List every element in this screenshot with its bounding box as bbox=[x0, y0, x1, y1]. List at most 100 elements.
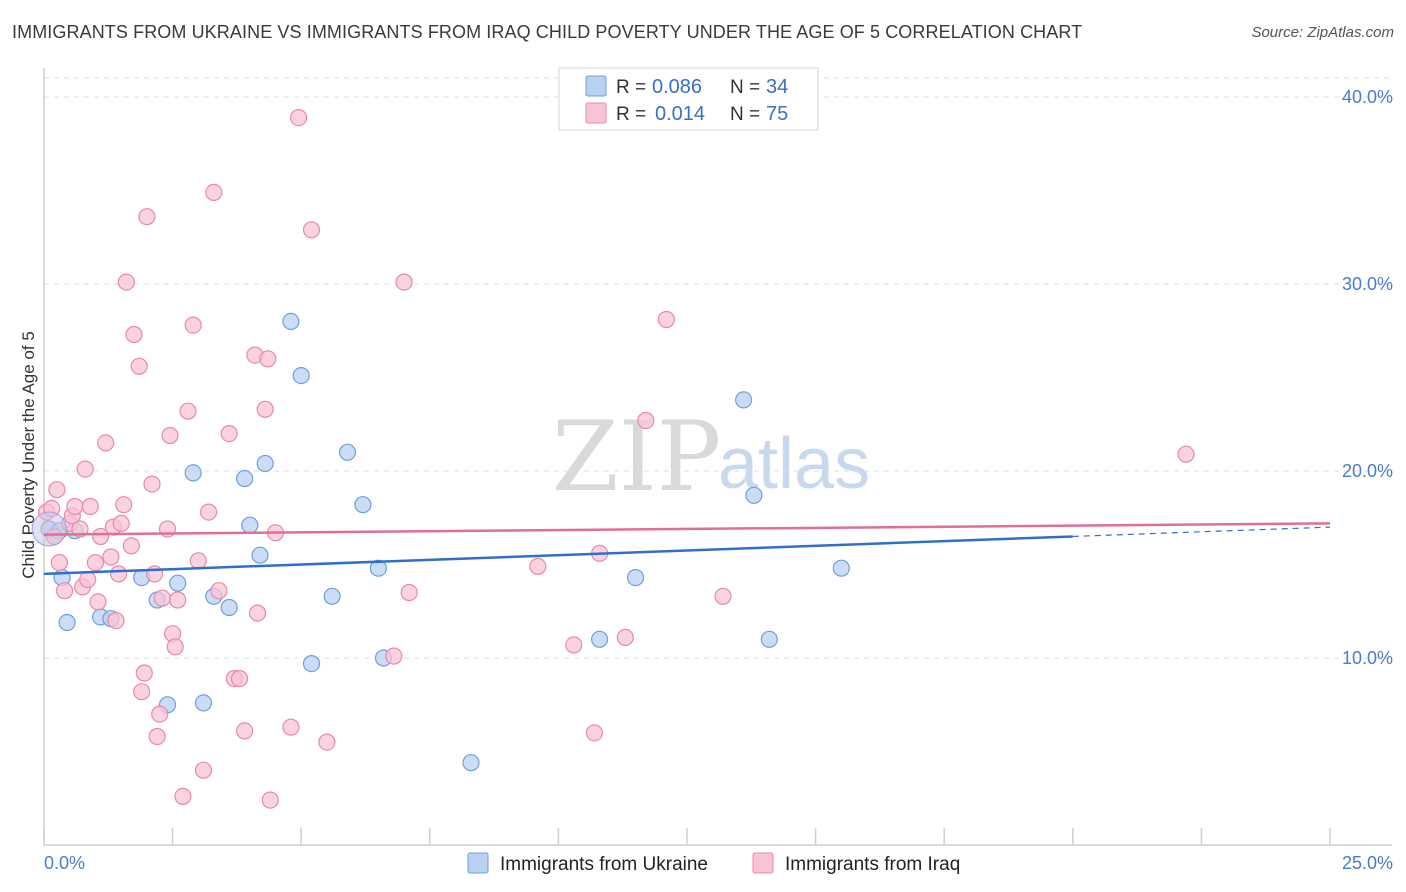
point-ukraine bbox=[369, 559, 387, 577]
point-iraq bbox=[117, 273, 135, 291]
point-iraq bbox=[637, 411, 655, 430]
stats-n-value-ukraine: 34 bbox=[766, 76, 788, 98]
point-ukraine bbox=[251, 546, 269, 564]
point-iraq bbox=[179, 402, 197, 420]
gridlines bbox=[44, 77, 1392, 659]
point-iraq bbox=[48, 481, 66, 499]
point-iraq bbox=[189, 552, 207, 570]
x-tick-label-min: 0.0% bbox=[44, 853, 85, 873]
watermark-zip: ZIP bbox=[552, 401, 721, 513]
point-iraq bbox=[220, 425, 238, 443]
point-iraq bbox=[616, 628, 634, 647]
point-iraq bbox=[282, 718, 300, 736]
point-iraq bbox=[395, 273, 413, 291]
legend-label-ukraine: Immigrants from Ukraine bbox=[500, 854, 708, 875]
point-cluster bbox=[31, 511, 67, 547]
point-iraq bbox=[585, 724, 604, 742]
point-iraq bbox=[50, 553, 69, 572]
point-iraq bbox=[125, 325, 143, 344]
point-iraq bbox=[55, 582, 74, 600]
point-ukraine bbox=[760, 630, 778, 648]
point-iraq bbox=[97, 434, 115, 452]
point-iraq bbox=[107, 611, 125, 630]
point-iraq bbox=[400, 583, 418, 602]
point-iraq bbox=[230, 669, 249, 688]
point-iraq bbox=[81, 497, 99, 516]
point-iraq bbox=[135, 664, 153, 682]
point-iraq bbox=[161, 426, 179, 445]
point-iraq bbox=[248, 604, 267, 622]
point-iraq bbox=[290, 108, 308, 127]
point-ukraine bbox=[626, 568, 645, 587]
x-tick-label-max: 25.0% bbox=[1342, 853, 1393, 873]
trend-line-iraq bbox=[43, 522, 1331, 536]
point-ukraine bbox=[302, 654, 321, 673]
stats-legend: R = 0.086 N = 34 R = 0.014 N = 75 bbox=[558, 67, 819, 131]
point-iraq bbox=[138, 208, 156, 226]
point-ukraine bbox=[354, 496, 372, 514]
stats-n-value-iraq: 75 bbox=[766, 103, 788, 125]
point-iraq bbox=[109, 565, 128, 583]
stats-r-value-iraq: 0.014 bbox=[655, 103, 705, 125]
stats-n-label-ukraine: N = bbox=[730, 77, 760, 98]
chart-title: IMMIGRANTS FROM UKRAINE VS IMMIGRANTS FR… bbox=[12, 22, 1083, 42]
point-ukraine bbox=[745, 486, 763, 504]
point-ukraine bbox=[590, 630, 609, 648]
trend-lines bbox=[43, 522, 1331, 576]
point-iraq bbox=[112, 514, 130, 533]
y-tick-label: 30.0% bbox=[1342, 274, 1393, 294]
point-iraq bbox=[259, 350, 277, 368]
point-iraq bbox=[130, 357, 148, 375]
point-iraq bbox=[1177, 445, 1195, 463]
point-iraq bbox=[66, 497, 84, 516]
x-ticks bbox=[43, 828, 1331, 845]
point-ukraine bbox=[241, 516, 259, 534]
point-iraq bbox=[200, 503, 218, 521]
point-ukraine bbox=[282, 312, 300, 330]
y-tick-label: 10.0% bbox=[1342, 648, 1393, 668]
point-ukraine bbox=[462, 754, 480, 772]
series-legend: Immigrants from Ukraine Immigrants from … bbox=[467, 852, 960, 875]
point-ukraine bbox=[236, 469, 254, 488]
point-ukraine bbox=[734, 391, 753, 409]
point-iraq bbox=[102, 548, 120, 566]
legend-label-iraq: Immigrants from Iraq bbox=[785, 854, 960, 875]
point-iraq bbox=[174, 787, 192, 806]
point-iraq bbox=[86, 553, 105, 572]
chart-source: Source: ZipAtlas.com bbox=[1251, 24, 1394, 41]
point-ukraine bbox=[292, 367, 310, 385]
point-iraq bbox=[184, 316, 202, 334]
point-iraq bbox=[210, 582, 228, 600]
point-iraq bbox=[76, 460, 94, 478]
y-tick-label: 40.0% bbox=[1342, 87, 1393, 107]
stats-n-label-iraq: N = bbox=[730, 104, 760, 125]
stats-swatch-ukraine bbox=[585, 75, 607, 97]
point-ukraine bbox=[338, 443, 357, 461]
point-iraq bbox=[385, 647, 403, 665]
point-ukraine bbox=[220, 598, 238, 617]
point-iraq bbox=[89, 593, 107, 611]
point-iraq bbox=[714, 587, 732, 605]
point-iraq bbox=[153, 589, 171, 607]
point-iraq bbox=[657, 310, 676, 329]
point-iraq bbox=[151, 705, 169, 723]
y-tick-labels: 10.0% 20.0% 30.0% 40.0% bbox=[1342, 87, 1393, 668]
point-iraq bbox=[194, 761, 213, 779]
point-iraq bbox=[146, 565, 164, 583]
point-iraq bbox=[79, 570, 97, 589]
axes bbox=[43, 68, 1392, 846]
point-iraq bbox=[205, 183, 223, 201]
point-iraq bbox=[302, 221, 321, 239]
stats-r-value-ukraine: 0.086 bbox=[652, 76, 702, 98]
point-iraq bbox=[256, 400, 274, 418]
point-iraq bbox=[91, 527, 110, 546]
data-points bbox=[31, 108, 1195, 809]
watermark: ZIP atlas bbox=[552, 401, 870, 513]
point-iraq bbox=[166, 638, 184, 656]
point-iraq bbox=[148, 727, 166, 746]
y-tick-label: 20.0% bbox=[1342, 461, 1393, 481]
stats-r-label-iraq: R = bbox=[616, 104, 646, 125]
point-ukraine bbox=[256, 454, 274, 473]
point-iraq bbox=[529, 557, 547, 576]
